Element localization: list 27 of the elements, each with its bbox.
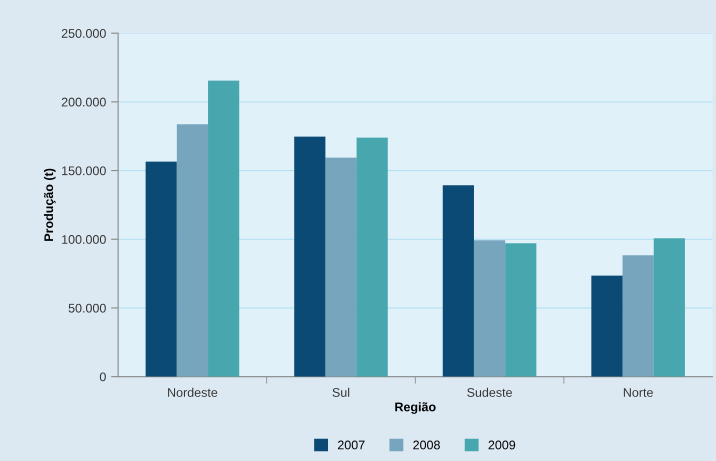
- y-tick-label: 250.000: [62, 28, 106, 38]
- legend-label: 2008: [413, 440, 440, 450]
- bar: [442, 185, 474, 377]
- y-tick-label: 150.000: [62, 166, 106, 176]
- bar: [622, 255, 654, 377]
- bar: [176, 124, 208, 377]
- y-axis-title: Produção (t): [44, 168, 56, 241]
- bar: [325, 158, 357, 377]
- x-tick-label: Nordeste: [168, 388, 218, 397]
- bar: [146, 162, 177, 377]
- y-tick-label: 0: [100, 372, 106, 382]
- bar: [356, 138, 388, 377]
- bar: [294, 136, 326, 377]
- bar: [591, 276, 623, 377]
- bar: [505, 243, 536, 377]
- x-axis-title: Região: [395, 402, 436, 414]
- x-tick-label: Sul: [332, 388, 350, 397]
- legend-label: 2009: [488, 440, 516, 450]
- legend-label: 2007: [338, 440, 365, 450]
- y-tick-label: 200.000: [62, 98, 106, 107]
- bar: [474, 240, 506, 377]
- y-tick-label: 100.000: [62, 235, 106, 244]
- bar: [208, 80, 240, 377]
- bar: [654, 238, 685, 377]
- y-tick-label: 50.000: [68, 304, 106, 313]
- x-tick-label: Norte: [624, 388, 653, 397]
- x-tick-label: Sudeste: [467, 388, 512, 397]
